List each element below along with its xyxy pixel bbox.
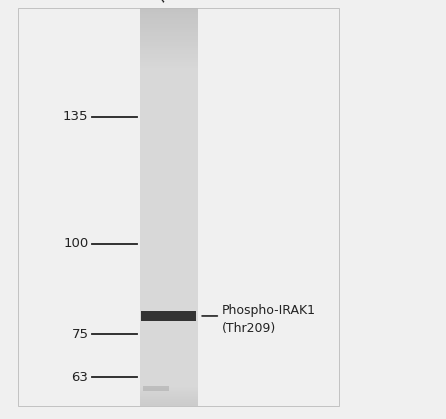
Bar xyxy=(140,28,198,30)
Bar xyxy=(140,8,198,10)
Bar xyxy=(140,24,198,26)
Bar xyxy=(140,403,198,404)
Text: 135: 135 xyxy=(63,111,88,124)
Bar xyxy=(140,10,198,13)
Bar xyxy=(140,21,198,22)
Bar xyxy=(140,34,198,36)
Bar xyxy=(140,22,198,24)
Bar xyxy=(140,387,198,388)
Bar xyxy=(140,390,198,391)
Bar xyxy=(140,60,198,62)
Bar xyxy=(140,8,198,406)
Bar xyxy=(140,46,198,48)
Bar xyxy=(140,64,198,66)
Bar xyxy=(141,310,196,321)
Bar xyxy=(140,66,198,68)
Bar xyxy=(140,30,198,32)
Bar xyxy=(140,42,198,44)
Bar xyxy=(143,385,169,391)
Text: 100: 100 xyxy=(63,237,88,250)
Bar xyxy=(140,38,198,40)
Bar xyxy=(140,62,198,64)
Text: 63: 63 xyxy=(72,371,88,384)
Bar xyxy=(140,58,198,60)
Text: (Thr209): (Thr209) xyxy=(222,322,276,335)
Bar xyxy=(140,399,198,401)
Bar xyxy=(140,36,198,38)
Bar xyxy=(140,56,198,58)
Bar xyxy=(140,393,198,395)
Bar xyxy=(140,16,198,18)
Bar xyxy=(140,391,198,393)
Bar xyxy=(140,401,198,402)
Bar xyxy=(140,404,198,406)
Text: Raji: Raji xyxy=(156,0,184,5)
Bar xyxy=(140,50,198,52)
Bar xyxy=(140,396,198,398)
Bar xyxy=(140,395,198,396)
Bar xyxy=(140,48,198,50)
Bar xyxy=(140,52,198,54)
Bar xyxy=(140,14,198,16)
Text: Phospho-IRAK1: Phospho-IRAK1 xyxy=(222,304,316,317)
Bar xyxy=(140,54,198,56)
Bar xyxy=(140,18,198,21)
Bar xyxy=(140,12,198,14)
Bar xyxy=(140,32,198,34)
Bar xyxy=(140,44,198,46)
Bar xyxy=(140,26,198,28)
Bar xyxy=(140,402,198,403)
Bar xyxy=(140,388,198,390)
Text: 75: 75 xyxy=(71,328,88,341)
Bar xyxy=(140,398,198,399)
Bar xyxy=(140,40,198,42)
